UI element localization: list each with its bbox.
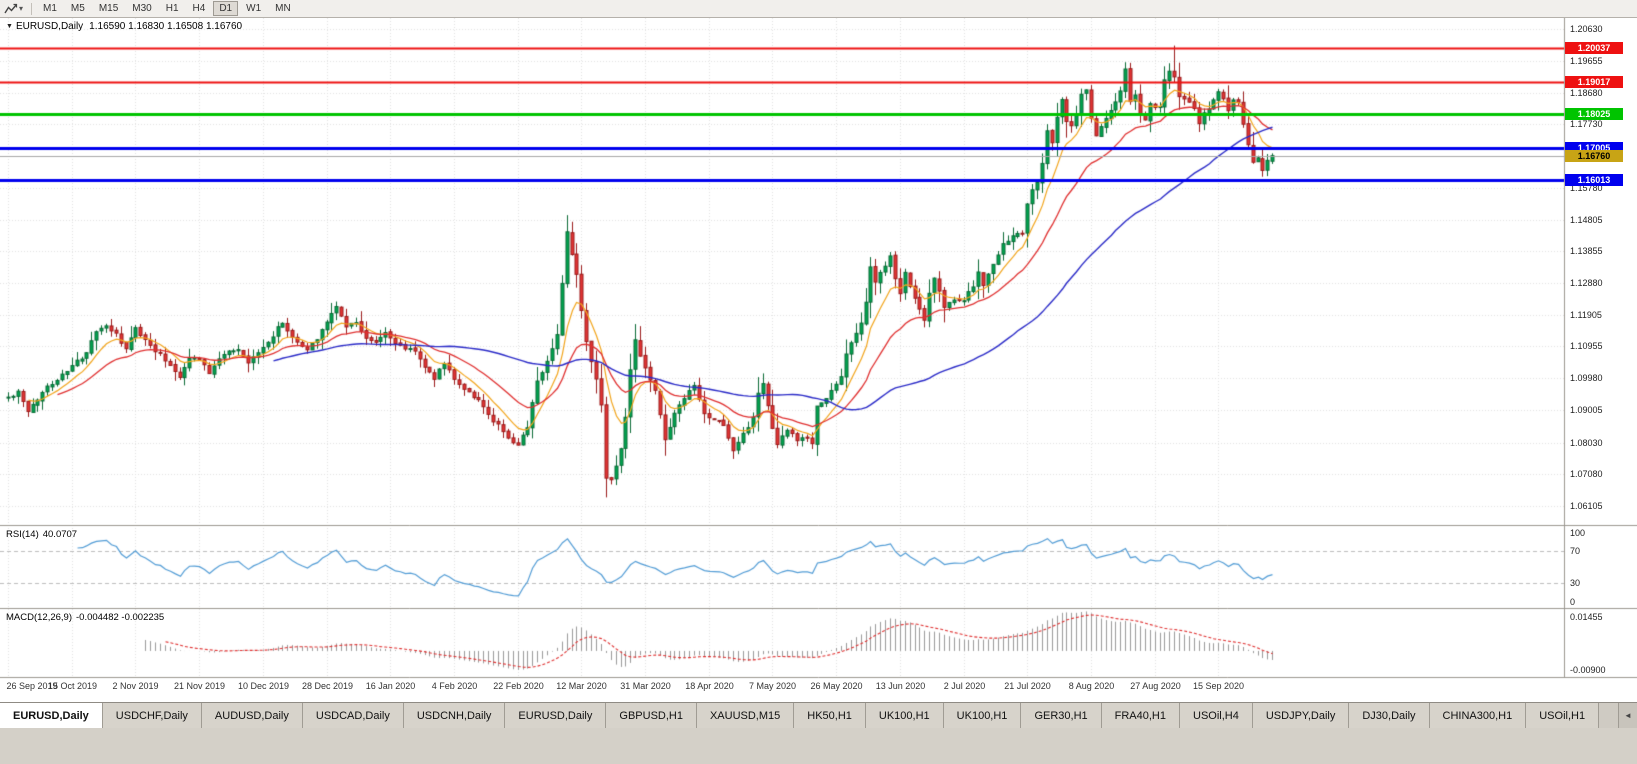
price-axis-label: 1.10955 <box>1570 341 1603 352</box>
trendline-tool-icon[interactable] <box>3 2 19 16</box>
timeframe-mn[interactable]: MN <box>275 3 291 14</box>
pane-splitter-macd[interactable] <box>0 606 1637 611</box>
price-axis-label: 1.08030 <box>1570 437 1603 448</box>
rsi-axis-label: 30 <box>1570 578 1581 588</box>
chart-overlay: ▼ EURUSD,Daily 1.16590 1.16830 1.16508 1.1… <box>0 18 1637 702</box>
price-axis-label: 1.14805 <box>1570 214 1603 225</box>
tab-fra40-h1[interactable]: FRA40,H1 <box>1101 703 1180 728</box>
price-axis-label: 1.12880 <box>1570 278 1603 289</box>
chart-symbol-label: EURUSD,Daily <box>15 21 84 32</box>
rsi-indicator-label: RSI(14) 40.0707 <box>6 529 77 540</box>
trend-arrow-icon <box>4 3 18 13</box>
timeframe-m1[interactable]: M1 <box>43 3 57 14</box>
timeframe-d1[interactable]: D1 <box>213 1 239 16</box>
price-line-badge: 1.18025 <box>1565 108 1623 121</box>
date-axis-label: 21 Nov 2019 <box>173 681 226 691</box>
timeframe-m5[interactable]: M5 <box>70 3 85 14</box>
date-axis-label: 2 Nov 2019 <box>112 681 159 691</box>
macd-axis-label: -0.00900 <box>1570 665 1606 675</box>
date-axis-label: 26 Sep 2019 <box>6 681 58 691</box>
macd-indicator-label: MACD(12,26,9) -0.004482 -0.002235 <box>6 612 164 623</box>
price-line-badge: 1.19017 <box>1565 75 1623 88</box>
date-axis-label: 27 Aug 2020 <box>1130 681 1181 691</box>
tab-usdcad-daily[interactable]: USDCAD,Daily <box>302 703 404 728</box>
timeframe-m15[interactable]: M15 <box>98 3 119 14</box>
date-axis-label: 15 Sep 2020 <box>1192 681 1245 691</box>
price-axis-label: 1.13855 <box>1570 246 1603 257</box>
toolbar: ▾ M1 M5 M15 M30 H1 H4 D1 W1 MN <box>0 0 1637 18</box>
price-axis-label: 1.06105 <box>1570 500 1603 511</box>
ohlc-readout: 1.16590 1.16830 1.16508 1.16760 <box>89 21 243 32</box>
date-axis-label: 18 Apr 2020 <box>685 681 734 691</box>
price-axis-label: 1.09980 <box>1570 373 1603 384</box>
collapse-triangle-icon[interactable]: ▼ <box>6 23 13 30</box>
tab-hk50-h1[interactable]: HK50,H1 <box>794 703 866 728</box>
price-axis-label: 1.20630 <box>1570 23 1603 34</box>
price-line-badge: 1.16013 <box>1565 174 1623 187</box>
date-axis-label: 16 Jan 2020 <box>365 681 416 691</box>
date-axis-label: 4 Feb 2020 <box>431 681 478 691</box>
date-axis-label: 12 Mar 2020 <box>556 681 607 691</box>
timeframe-w1[interactable]: W1 <box>246 3 262 14</box>
date-axis-label: 31 Mar 2020 <box>620 681 671 691</box>
macd-axis-label: 0.01455 <box>1570 612 1603 622</box>
tab-usdchf-daily[interactable]: USDCHF,Daily <box>102 703 202 728</box>
price-axis-label: 1.18680 <box>1570 87 1603 98</box>
price-axis-label: 1.09005 <box>1570 405 1603 416</box>
price-axis-label: 1.07080 <box>1570 468 1603 479</box>
timeframe-buttons: M1 M5 M15 M30 H1 H4 D1 W1 MN <box>36 1 298 16</box>
date-axis-label: 7 May 2020 <box>748 681 797 691</box>
rsi-name: RSI(14) <box>6 529 39 540</box>
price-axis-label: 1.17730 <box>1570 118 1603 129</box>
tab-uk100-h1[interactable]: UK100,H1 <box>943 703 1022 728</box>
timeframe-m30[interactable]: M30 <box>132 3 152 14</box>
timeframe-h4[interactable]: H4 <box>192 3 206 14</box>
tab-scroll-left-button[interactable]: ◄ <box>1618 703 1637 728</box>
price-axis-label: 1.11905 <box>1570 310 1602 321</box>
macd-name: MACD(12,26,9) <box>6 612 72 623</box>
date-axis-label: 21 Jul 2020 <box>1004 681 1051 691</box>
tab-usoil-h4[interactable]: USOil,H4 <box>1180 703 1253 728</box>
chart-title: ▼ EURUSD,Daily 1.16590 1.16830 1.16508 1.1… <box>6 21 242 32</box>
tab-gbpusd-h1[interactable]: GBPUSD,H1 <box>606 703 697 728</box>
rsi-axis-label: 100 <box>1570 528 1586 538</box>
macd-values: -0.004482 -0.002235 <box>76 612 165 623</box>
pane-splitter-rsi[interactable] <box>0 523 1637 528</box>
rsi-axis-label: 70 <box>1570 546 1581 556</box>
current-price-badge: 1.16760 <box>1565 149 1623 162</box>
tab-china300-h1[interactable]: CHINA300,H1 <box>1429 703 1527 728</box>
date-axis-label: 28 Dec 2019 <box>301 681 354 691</box>
tab-ger30-h1[interactable]: GER30,H1 <box>1021 703 1102 728</box>
price-chart-canvas[interactable] <box>0 18 1637 702</box>
toolbar-separator <box>31 2 33 15</box>
date-axis-label: 2 Jul 2020 <box>943 681 986 691</box>
tab-usdjpy-daily[interactable]: USDJPY,Daily <box>1252 703 1350 728</box>
date-axis-label: 8 Aug 2020 <box>1068 681 1115 691</box>
dropdown-arrow-icon[interactable]: ▾ <box>19 4 24 13</box>
tab-uk100-h1[interactable]: UK100,H1 <box>865 703 944 728</box>
price-axis-label: 1.15780 <box>1570 182 1603 193</box>
date-axis-label: 22 Feb 2020 <box>493 681 544 691</box>
rsi-axis-label: 0 <box>1570 597 1576 607</box>
status-bar <box>0 728 1637 764</box>
tab-audusd-daily[interactable]: AUDUSD,Daily <box>201 703 303 728</box>
tab-eurusd-daily[interactable]: EURUSD,Daily <box>0 703 103 728</box>
chart-tabs: EURUSD,Daily USDCHF,Daily AUDUSD,Daily USDC… <box>0 703 1600 728</box>
tab-usoil-h1[interactable]: USOil,H1 <box>1526 703 1600 728</box>
rsi-value: 40.0707 <box>42 529 78 540</box>
price-axis-label: 1.19655 <box>1570 55 1603 66</box>
tab-dj30-daily[interactable]: DJ30,Daily <box>1349 703 1430 728</box>
chart-tabs-bar: EURUSD,Daily USDCHF,Daily AUDUSD,Daily USDC… <box>0 702 1637 728</box>
chart-window: ▼ EURUSD,Daily 1.16590 1.16830 1.16508 1.1… <box>0 18 1637 702</box>
date-axis-label: 26 May 2020 <box>810 681 863 691</box>
date-axis-label: 15 Oct 2019 <box>47 681 98 691</box>
price-line-badge: 1.20037 <box>1565 41 1623 54</box>
tab-eurusd-daily[interactable]: EURUSD,Daily <box>505 703 607 728</box>
tab-usdcnh-daily[interactable]: USDCNH,Daily <box>403 703 506 728</box>
timeframe-h1[interactable]: H1 <box>165 3 179 14</box>
date-axis-label: 13 Jun 2020 <box>875 681 926 691</box>
tab-xauusd-m15[interactable]: XAUUSD,M15 <box>696 703 795 728</box>
date-axis-label: 10 Dec 2019 <box>237 681 290 691</box>
